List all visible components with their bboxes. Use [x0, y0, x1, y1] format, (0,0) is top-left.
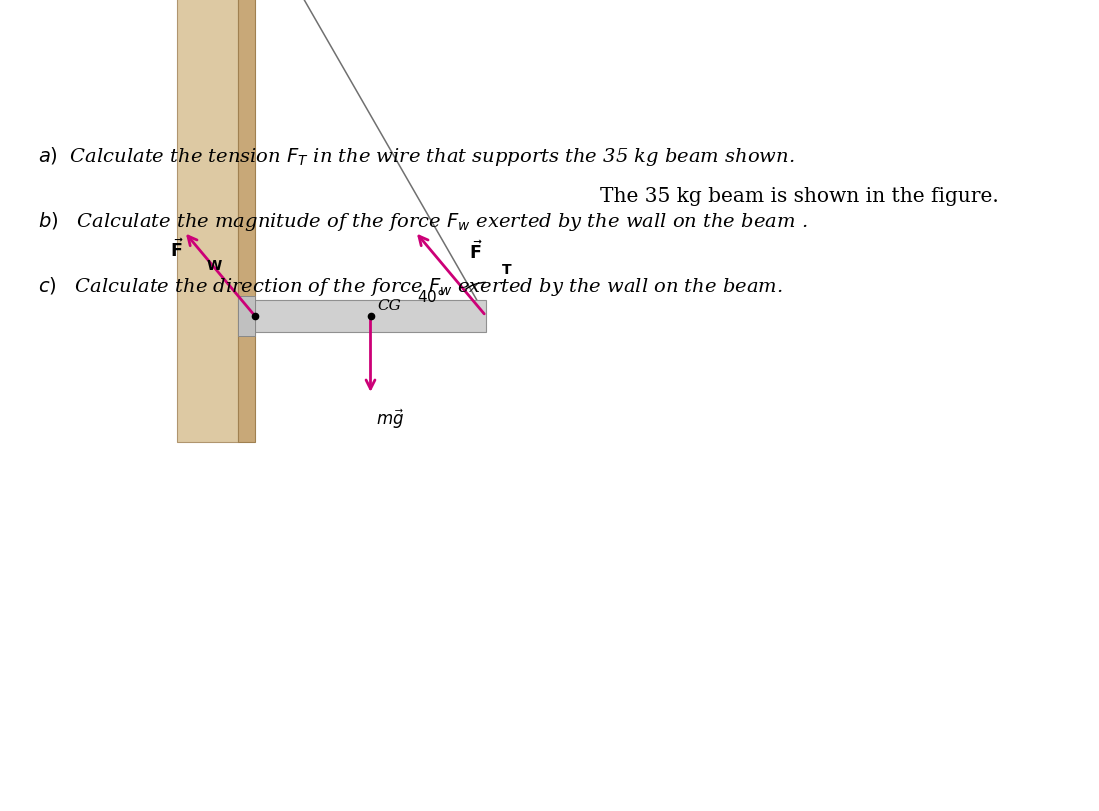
Bar — [238, 297, 255, 337]
Text: $m\vec{g}$: $m\vec{g}$ — [377, 407, 404, 431]
Text: $\mathbf{\vec{F}}$: $\mathbf{\vec{F}}$ — [170, 238, 184, 261]
Text: $a)$  Calculate the tension $F_T$ in the wire that supports the 35 kg beam shown: $a)$ Calculate the tension $F_T$ in the … — [38, 145, 795, 169]
Text: $40°$: $40°$ — [418, 288, 445, 305]
Text: $b)$   Calculate the magnitude of the force $F_w$ exerted by the wall on the bea: $b)$ Calculate the magnitude of the forc… — [38, 210, 808, 234]
Text: $\mathbf{W}$: $\mathbf{W}$ — [206, 259, 222, 273]
Text: CG: CG — [377, 298, 401, 312]
Text: $\mathbf{\vec{F}}$: $\mathbf{\vec{F}}$ — [468, 240, 482, 263]
Bar — [177, 0, 238, 443]
Text: $\mathbf{T}$: $\mathbf{T}$ — [500, 263, 512, 277]
Text: The 35 kg beam is shown in the figure.: The 35 kg beam is shown in the figure. — [600, 187, 999, 206]
Bar — [238, 0, 255, 443]
Text: $c)$   Calculate the direction of the force $F_w$ exerted by the wall on the bea: $c)$ Calculate the direction of the forc… — [38, 275, 782, 298]
Bar — [255, 301, 486, 333]
